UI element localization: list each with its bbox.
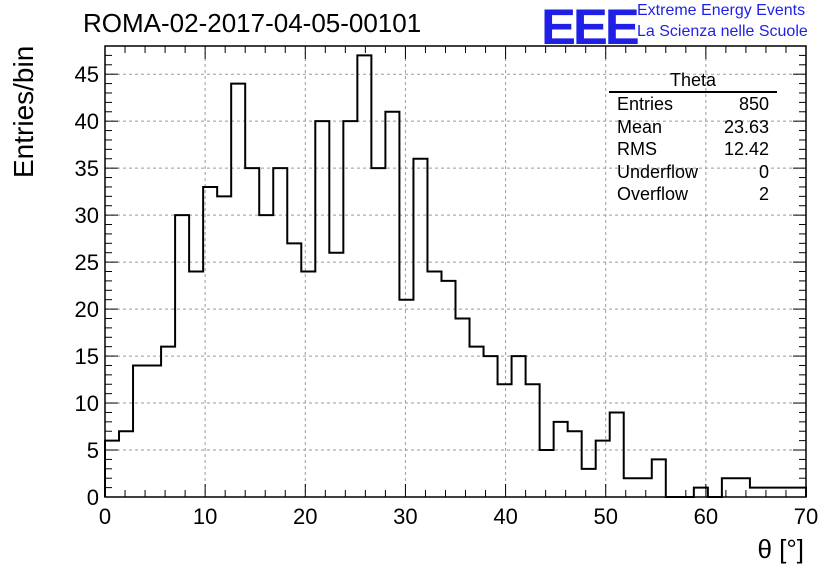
histogram-bin: [287, 243, 301, 497]
histogram-bin: [371, 168, 385, 497]
histogram-bin: [554, 422, 568, 497]
histogram-bin: [470, 347, 484, 497]
histogram-bin: [638, 478, 652, 497]
histogram-bin: [357, 55, 371, 497]
x-tick-label: 20: [293, 504, 317, 529]
histogram-bin: [175, 215, 189, 497]
histogram-bin: [217, 196, 231, 497]
x-tick-label: 0: [99, 504, 111, 529]
histogram-bin: [652, 459, 666, 497]
stats-label: Mean: [617, 116, 663, 137]
stats-row-entries: Entries 850: [609, 93, 777, 116]
histogram-bin: [750, 488, 764, 497]
histogram-bin: [161, 347, 175, 497]
histogram-bin: [540, 450, 554, 497]
y-tick-label: 40: [75, 109, 99, 134]
histogram-bin: [259, 215, 273, 497]
y-tick-label: 45: [75, 62, 99, 87]
x-tick-label: 50: [593, 504, 617, 529]
stats-label: Entries: [617, 94, 674, 114]
stats-value: 0: [758, 161, 769, 182]
y-tick-label: 25: [75, 250, 99, 275]
stats-row-rms: RMS 12.42: [609, 138, 777, 161]
x-tick-label: 30: [393, 504, 417, 529]
x-tick-label: 40: [493, 504, 517, 529]
histogram-bin: [441, 281, 455, 497]
x-tick-label: 60: [694, 504, 718, 529]
histogram-bin: [273, 168, 287, 497]
histogram-outline: [104, 54, 807, 498]
histogram-bin: [568, 431, 582, 497]
histogram-bin: [498, 384, 512, 497]
eee-logo-line2: La Scienza nelle Scuole: [637, 23, 808, 40]
histogram-bin: [133, 365, 147, 497]
histogram-bin: [512, 356, 526, 497]
y-tick-label: 0: [87, 485, 99, 510]
histogram-bin: [736, 478, 750, 497]
x-tick-label: 10: [193, 504, 217, 529]
stats-row-underflow: Underflow 0: [609, 161, 777, 184]
y-tick-label: 5: [87, 438, 99, 463]
histogram-bin: [189, 272, 203, 498]
histogram-bin: [119, 431, 133, 497]
histogram-bin: [245, 168, 259, 497]
stats-row-mean: Mean 23.63: [609, 116, 777, 139]
histogram-bin: [456, 318, 470, 497]
stats-value: 12.42: [723, 139, 769, 159]
histogram-bin: [722, 478, 736, 497]
y-tick-label: 10: [75, 391, 99, 416]
chart-title: ROMA-02-2017-04-05-00101: [83, 8, 422, 38]
histogram-bin: [315, 121, 329, 497]
histogram-bin: [385, 112, 399, 497]
histogram-bin: [343, 121, 357, 497]
x-tick-label: 70: [794, 504, 818, 529]
y-tick-label: 30: [75, 203, 99, 228]
stats-title: Theta: [609, 70, 777, 93]
stats-label: Underflow: [617, 161, 699, 182]
y-tick-label: 15: [75, 344, 99, 369]
histogram-bin: [147, 365, 161, 497]
stats-box: Theta Entries 850 Mean 23.63 RMS 12.42 U…: [609, 70, 777, 206]
histogram-bin: [399, 300, 413, 497]
histogram-bin: [413, 159, 427, 497]
histogram-bin: [596, 441, 610, 497]
histogram-bin: [203, 187, 217, 497]
stats-value: 850: [738, 94, 769, 114]
y-tick-label: 20: [75, 297, 99, 322]
histogram-bin: [792, 488, 806, 497]
histogram-bin: [582, 469, 596, 497]
histogram-bin: [526, 384, 540, 497]
histogram-bin: [484, 356, 498, 497]
histogram-bin: [778, 488, 792, 497]
histogram-bin: [329, 253, 343, 497]
y-tick-label: 35: [75, 156, 99, 181]
histogram-bin: [231, 84, 245, 497]
stats-value: 23.63: [723, 116, 769, 137]
stats-label: Overflow: [617, 184, 689, 204]
stats-value: 2: [758, 184, 769, 204]
stats-row-overflow: Overflow 2: [609, 183, 777, 206]
eee-logo-line1: Extreme Energy Events: [637, 2, 806, 19]
stats-label: RMS: [617, 139, 657, 159]
histogram-bin: [427, 272, 441, 498]
histogram-bin: [301, 272, 315, 498]
histogram-bin: [610, 412, 624, 497]
x-axis-label: θ [°]: [757, 534, 804, 564]
